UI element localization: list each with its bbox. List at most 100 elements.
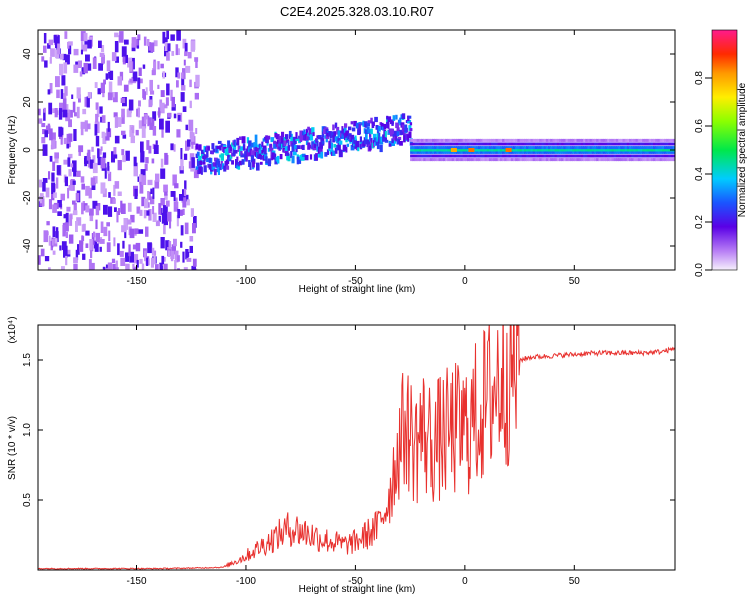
heatmap-cell bbox=[618, 142, 622, 146]
heatmap-cell bbox=[429, 142, 433, 146]
heatmap-cell bbox=[475, 138, 479, 142]
heatmap-cell bbox=[550, 158, 554, 162]
heatmap-cell bbox=[532, 148, 536, 152]
heatmap-cell bbox=[482, 146, 486, 150]
heatmap-cell bbox=[338, 149, 343, 158]
heatmap-cell bbox=[114, 116, 118, 128]
heatmap-cell bbox=[613, 142, 617, 146]
heatmap-cell bbox=[183, 196, 187, 207]
heatmap-cell bbox=[449, 146, 453, 150]
heatmap-cell bbox=[132, 244, 137, 250]
heatmap-cell bbox=[157, 84, 160, 89]
heatmap-cell bbox=[563, 150, 567, 154]
heatmap-cell bbox=[160, 63, 164, 69]
heatmap-cell bbox=[195, 153, 199, 159]
heatmap-cell bbox=[133, 156, 137, 168]
heatmap-cell bbox=[471, 146, 475, 150]
spectrogram-x-axis: -150 -100 -50 0 50 bbox=[126, 30, 580, 287]
heatmap-cell bbox=[563, 142, 567, 146]
heatmap-cell bbox=[240, 151, 243, 156]
heatmap-cell bbox=[375, 141, 378, 146]
heatmap-cell bbox=[605, 148, 608, 152]
heatmap-cell bbox=[467, 158, 470, 162]
heatmap-cell bbox=[44, 130, 48, 138]
heatmap-cell bbox=[615, 150, 619, 154]
heatmap-cell bbox=[395, 122, 400, 129]
heatmap-cell bbox=[429, 154, 433, 158]
heatmap-cell bbox=[49, 57, 52, 64]
heatmap-cell bbox=[524, 150, 527, 154]
heatmap-cell bbox=[572, 150, 576, 154]
heatmap-cell bbox=[84, 156, 88, 167]
heatmap-cell bbox=[59, 245, 62, 251]
heatmap-cell bbox=[615, 154, 619, 158]
heatmap-cell bbox=[103, 204, 108, 215]
heatmap-cell bbox=[434, 158, 438, 162]
heatmap-cell bbox=[114, 181, 120, 189]
heatmap-cell bbox=[148, 191, 151, 201]
heatmap-cell bbox=[445, 142, 449, 146]
heatmap-cell bbox=[85, 185, 90, 196]
heatmap-cell bbox=[486, 148, 490, 152]
heatmap-cell bbox=[521, 150, 525, 154]
heatmap-cell bbox=[666, 154, 670, 158]
heatmap-cell bbox=[629, 138, 632, 142]
heatmap-cell bbox=[482, 154, 486, 158]
heatmap-cell bbox=[635, 138, 639, 142]
heatmap-cell bbox=[508, 142, 512, 146]
heatmap-cell bbox=[626, 142, 630, 146]
heatmap-cell bbox=[657, 142, 661, 146]
heatmap-cell bbox=[646, 146, 650, 150]
heatmap-cell bbox=[358, 127, 361, 135]
heatmap-cell bbox=[219, 145, 222, 151]
heatmap-cell bbox=[94, 124, 98, 136]
heatmap-cell bbox=[569, 158, 573, 162]
heatmap-cell bbox=[565, 138, 569, 142]
heatmap-cell bbox=[80, 49, 83, 55]
heatmap-cell bbox=[161, 255, 165, 265]
heatmap-cell bbox=[650, 154, 654, 158]
snr-frame bbox=[37, 324, 676, 571]
heatmap-cell bbox=[113, 154, 118, 159]
heatmap-cell bbox=[605, 146, 608, 150]
heatmap-cell bbox=[653, 148, 657, 152]
heatmap-cell bbox=[357, 147, 360, 152]
heatmap-cell bbox=[670, 150, 674, 154]
heatmap-cell bbox=[152, 118, 155, 130]
heatmap-cell bbox=[664, 150, 668, 154]
heatmap-cell bbox=[655, 146, 659, 150]
heatmap-cell bbox=[620, 146, 624, 150]
heatmap-cell bbox=[541, 150, 545, 154]
heatmap-cell bbox=[283, 140, 287, 146]
heatmap-cell bbox=[363, 128, 366, 134]
heatmap-cell bbox=[423, 142, 427, 146]
heatmap-cell bbox=[510, 158, 514, 162]
heatmap-cell bbox=[273, 153, 277, 158]
heatmap-cell bbox=[263, 152, 268, 160]
heatmap-cell bbox=[273, 140, 277, 144]
heatmap-cell bbox=[152, 206, 155, 215]
heatmap-cell bbox=[589, 148, 593, 152]
heatmap-cell bbox=[308, 136, 312, 140]
heatmap-cell bbox=[67, 138, 71, 148]
heatmap-cell bbox=[633, 158, 637, 162]
heatmap-cell bbox=[600, 154, 604, 158]
heatmap-cell bbox=[624, 158, 628, 162]
heatmap-cell bbox=[150, 196, 155, 205]
heatmap-cell bbox=[475, 154, 479, 158]
heatmap-cell bbox=[563, 148, 567, 152]
heatmap-cell bbox=[563, 146, 567, 150]
heatmap-cell bbox=[38, 118, 43, 124]
x-tick-label: -50 bbox=[348, 576, 363, 587]
heatmap-cell bbox=[517, 142, 521, 146]
heatmap-cell bbox=[408, 115, 412, 119]
heatmap-cell bbox=[111, 52, 117, 62]
heatmap-cell bbox=[332, 124, 335, 131]
heatmap-cell bbox=[427, 154, 431, 158]
heatmap-cell bbox=[499, 142, 503, 146]
heatmap-cell bbox=[657, 138, 661, 142]
heatmap-cell bbox=[528, 138, 532, 142]
heatmap-cell bbox=[160, 237, 165, 249]
heatmap-cell bbox=[68, 133, 73, 142]
heatmap-cell bbox=[453, 154, 457, 158]
